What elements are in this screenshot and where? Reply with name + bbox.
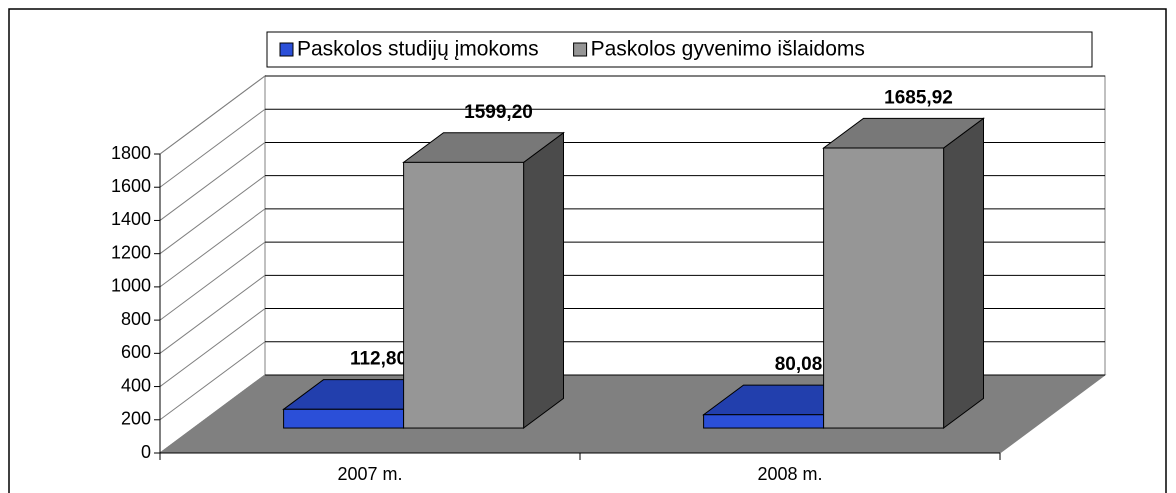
- y-tick-label: 1800: [111, 143, 151, 163]
- legend: [266, 31, 1093, 68]
- y-tick-label: 0: [141, 442, 151, 462]
- grid-line: [159, 308, 266, 387]
- data-label: 80,08: [775, 354, 823, 375]
- bar: [283, 408, 405, 429]
- y-tick-label: 600: [121, 342, 151, 362]
- y-tick-label: 800: [121, 309, 151, 329]
- legend-label: Paskolos studijų įmokoms: [297, 38, 539, 61]
- x-tick-label: 2007 m.: [337, 464, 402, 484]
- bar-side: [523, 131, 564, 430]
- grid-line: [159, 374, 266, 454]
- grid-line: [159, 341, 266, 421]
- x-tick-label: 2008 m.: [757, 464, 822, 484]
- grid-line: [159, 274, 266, 354]
- frame: [8, 8, 1167, 493]
- bar: [403, 161, 525, 429]
- legend-label: Paskolos gyvenimo išlaidoms: [591, 38, 865, 61]
- bar: [703, 414, 825, 429]
- data-label: 112,80: [350, 349, 407, 370]
- bar-side: [943, 117, 984, 430]
- bar: [823, 147, 945, 429]
- data-label: 1599,20: [464, 102, 533, 123]
- data-label: 1685,92: [884, 87, 953, 108]
- y-tick-label: 1600: [111, 176, 151, 196]
- y-tick-label: 1400: [111, 209, 151, 229]
- grid-line: [159, 241, 266, 321]
- grid-line: [159, 175, 266, 255]
- grid-line: [159, 108, 266, 188]
- grid-line: [159, 75, 266, 155]
- grid-line: [159, 142, 266, 221]
- y-tick-label: 200: [121, 409, 151, 429]
- y-tick-label: 1200: [111, 242, 151, 262]
- legend-swatch: [573, 42, 588, 57]
- grid-line: [159, 208, 266, 288]
- y-tick-label: 1000: [111, 276, 151, 296]
- y-tick-label: 400: [121, 375, 151, 395]
- legend-swatch: [279, 42, 294, 57]
